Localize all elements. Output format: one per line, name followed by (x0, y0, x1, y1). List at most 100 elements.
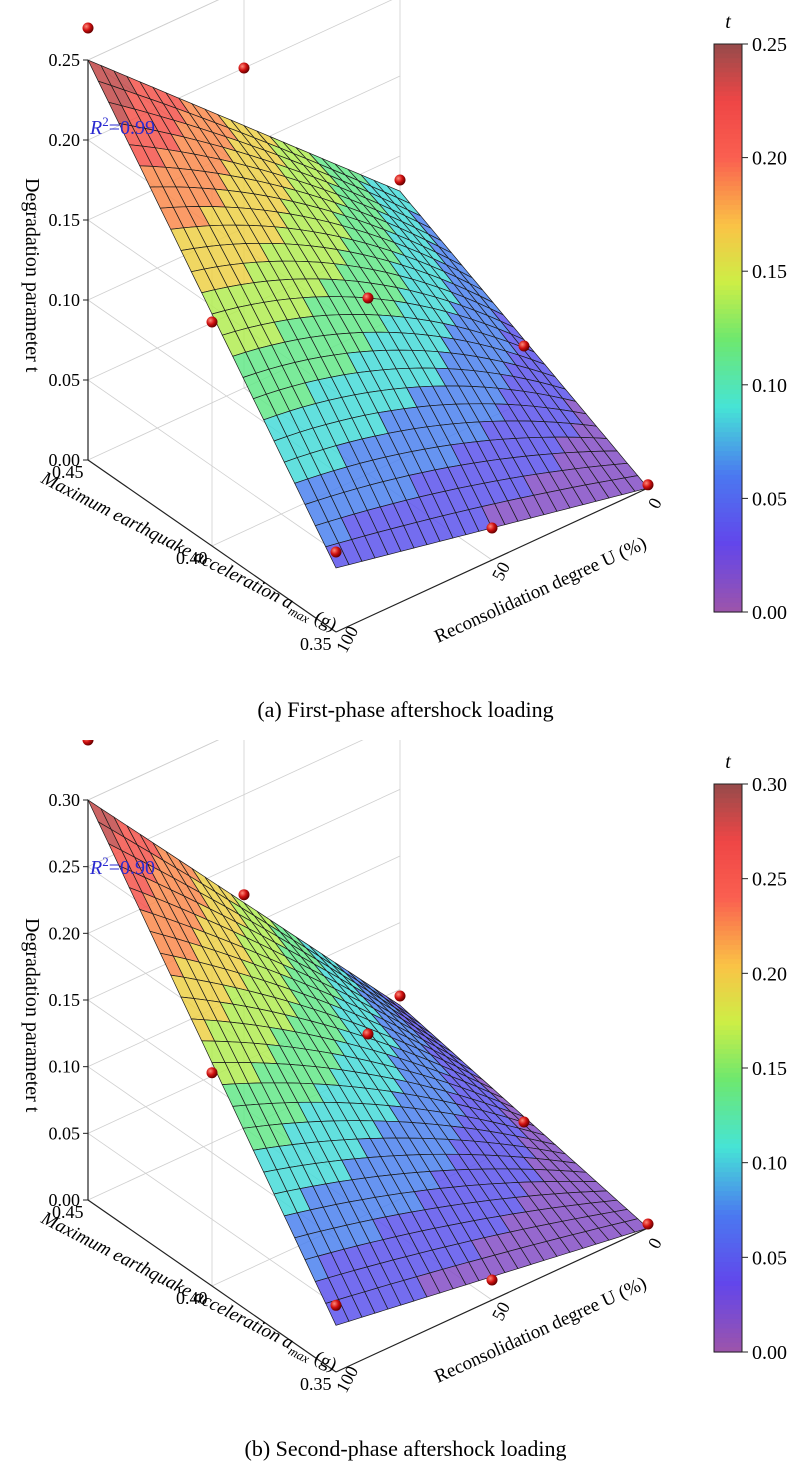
colorbar-segment (714, 1314, 742, 1320)
caption-second-phase: (b) Second-phase aftershock loading (244, 1436, 567, 1461)
colorbar-segment (714, 1281, 742, 1287)
colorbar-segment (714, 864, 742, 870)
colorbar-segment (714, 209, 742, 215)
x-axis-label: Reconsolidation degree U (%) (431, 533, 650, 648)
colorbar-segment (714, 1276, 742, 1282)
colorbar-segment (714, 503, 742, 509)
colorbar-segment (714, 1011, 742, 1017)
colorbar-segment (714, 261, 742, 268)
colorbar-segment (714, 826, 742, 832)
colorbar-segment (714, 337, 742, 343)
colorbar-segment (714, 1025, 742, 1031)
colorbar-segment (714, 911, 742, 918)
colorbar-segment (714, 1285, 742, 1292)
colorbar-segment (714, 788, 742, 795)
colorbar-segment (714, 465, 742, 471)
colorbar-segment (714, 266, 742, 272)
z-tick-label: 0.05 (49, 370, 81, 390)
colorbar-segment (714, 1049, 742, 1055)
colorbar-segment (714, 100, 742, 107)
colorbar-segment (714, 1148, 742, 1154)
colorbar-segment (714, 399, 742, 405)
data-point (518, 1116, 530, 1128)
top-edge (87, 740, 219, 801)
data-points (82, 22, 654, 558)
colorbar-segment (714, 1001, 742, 1008)
colorbar-segment (714, 1299, 742, 1306)
colorbar-segment (714, 313, 742, 320)
colorbar-segment (714, 436, 742, 443)
colorbar-segment (714, 271, 742, 277)
data-points (82, 740, 654, 1311)
colorbar-tick-label: 0.00 (752, 602, 787, 624)
colorbar-segment (714, 48, 742, 55)
colorbar-segment (714, 247, 742, 253)
y-axis-label: Maximum earthquake acceleration amax (g) (35, 467, 340, 638)
colorbar-segment (714, 361, 742, 367)
colorbar-segment (714, 526, 742, 533)
z-tick-label: 0.10 (49, 290, 81, 310)
colorbar-segment (714, 1063, 742, 1069)
colorbar-segment (714, 413, 742, 419)
colorbar-segment (714, 968, 742, 974)
colorbar-segment (714, 148, 742, 154)
colorbar-segment (714, 1200, 742, 1206)
colorbar-segment (714, 1129, 742, 1135)
colorbar-segment (714, 883, 742, 889)
colorbar-segment (714, 1153, 742, 1159)
colorbar-segment (714, 328, 742, 334)
surface (87, 799, 649, 1326)
colorbar-tick-label: 0.20 (752, 148, 787, 170)
colorbar-segment (714, 384, 742, 391)
y-tick-label: 0.45 (52, 1202, 84, 1222)
colorbar-segment (714, 555, 742, 561)
colorbar-segment (714, 479, 742, 485)
colorbar-segment (714, 1333, 742, 1339)
colorbar-segment (714, 96, 742, 102)
colorbar-tick-label: 0.15 (752, 1058, 787, 1080)
colorbar-segment (714, 859, 742, 866)
colorbar-segment (714, 963, 742, 970)
data-point (362, 1028, 374, 1040)
x-tick-label: 50 (488, 1299, 514, 1324)
colorbar-tick-label: 0.15 (752, 261, 787, 283)
colorbar-segment (714, 1205, 742, 1211)
data-point (518, 340, 530, 352)
colorbar-segment (714, 959, 742, 965)
colorbar-segment (714, 574, 742, 580)
colorbar-segment (714, 836, 742, 842)
colorbar-segment (714, 233, 742, 239)
colorbar-segment (714, 228, 742, 234)
colorbar-segment (714, 1186, 742, 1192)
colorbar-segment (714, 332, 742, 339)
colorbar-segment (714, 285, 742, 291)
colorbar-tick-label: 0.00 (752, 1342, 787, 1364)
colorbar-segment (714, 607, 742, 613)
data-point (642, 1218, 654, 1230)
colorbar-segment (714, 1020, 742, 1026)
colorbar-segment (714, 1214, 742, 1221)
colorbar-segment (714, 1086, 742, 1093)
y-axis-line (87, 1199, 337, 1373)
colorbar-segment (714, 81, 742, 88)
colorbar-segment (714, 597, 742, 604)
colorbar-tick-label: 0.10 (752, 375, 787, 397)
top-edge (87, 0, 219, 61)
colorbar-segment (714, 190, 742, 197)
colorbar: 0.00 0.05 0.10 0.15 0.20 0.25 0.30 t (713, 751, 787, 1364)
colorbar-segment (714, 304, 742, 310)
colorbar-segment (714, 926, 742, 932)
y-tick-label: 0.40 (176, 548, 208, 568)
colorbar-segment (714, 446, 742, 452)
x-axis-line (335, 487, 649, 633)
colorbar-title: t (725, 751, 731, 773)
z-tick-label: 0.20 (49, 923, 81, 943)
colorbar-segment (714, 493, 742, 499)
colorbar-segment (714, 133, 742, 140)
colorbar-segment (714, 1167, 742, 1173)
colorbar-segment (714, 545, 742, 552)
colorbar-segment (714, 1110, 742, 1116)
y-tick-label: 0.45 (52, 462, 84, 482)
colorbar-segment (714, 417, 742, 424)
y-tick-label: 0.40 (176, 1288, 208, 1308)
